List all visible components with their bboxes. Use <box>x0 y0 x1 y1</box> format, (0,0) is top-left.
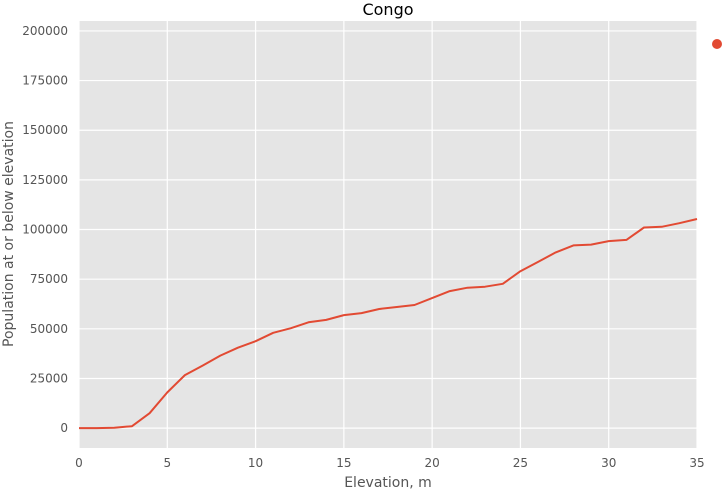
y-axis-title: Population at or below elevation <box>1 121 17 347</box>
x-tick-label: 15 <box>336 456 351 470</box>
series-line <box>79 218 698 430</box>
y-tick-label: 75000 <box>30 272 68 286</box>
grid-lines <box>78 21 698 448</box>
y-tick-label: 100000 <box>22 223 68 237</box>
x-tick-label: 25 <box>513 456 528 470</box>
x-tick-label: 10 <box>248 456 263 470</box>
plot-background <box>79 21 697 448</box>
x-tick-label: 20 <box>425 456 440 470</box>
y-tick-label: 200000 <box>22 24 68 38</box>
y-tick-label: 150000 <box>22 123 68 137</box>
series-lines <box>79 218 698 430</box>
x-tick-label: 30 <box>601 456 616 470</box>
x-tick-label: 35 <box>689 456 704 470</box>
y-tick-label: 25000 <box>30 371 68 385</box>
y-tick-label: 50000 <box>30 322 68 336</box>
y-tick-label: 125000 <box>22 173 68 187</box>
legend-marker <box>712 39 722 49</box>
x-tick-label: 0 <box>75 456 83 470</box>
x-axis-title: Elevation, m <box>344 475 432 491</box>
y-tick-labels: 0 25000 50000 75000 100000 125000 150000 175000… <box>22 24 68 435</box>
x-tick-label: 5 <box>163 456 171 470</box>
chart-title: Congo <box>362 0 413 19</box>
y-tick-label: 0 <box>60 421 68 435</box>
x-tick-labels: 0 5 10 15 20 25 30 35 <box>75 456 704 470</box>
legend <box>712 39 722 49</box>
y-tick-label: 175000 <box>22 74 68 88</box>
